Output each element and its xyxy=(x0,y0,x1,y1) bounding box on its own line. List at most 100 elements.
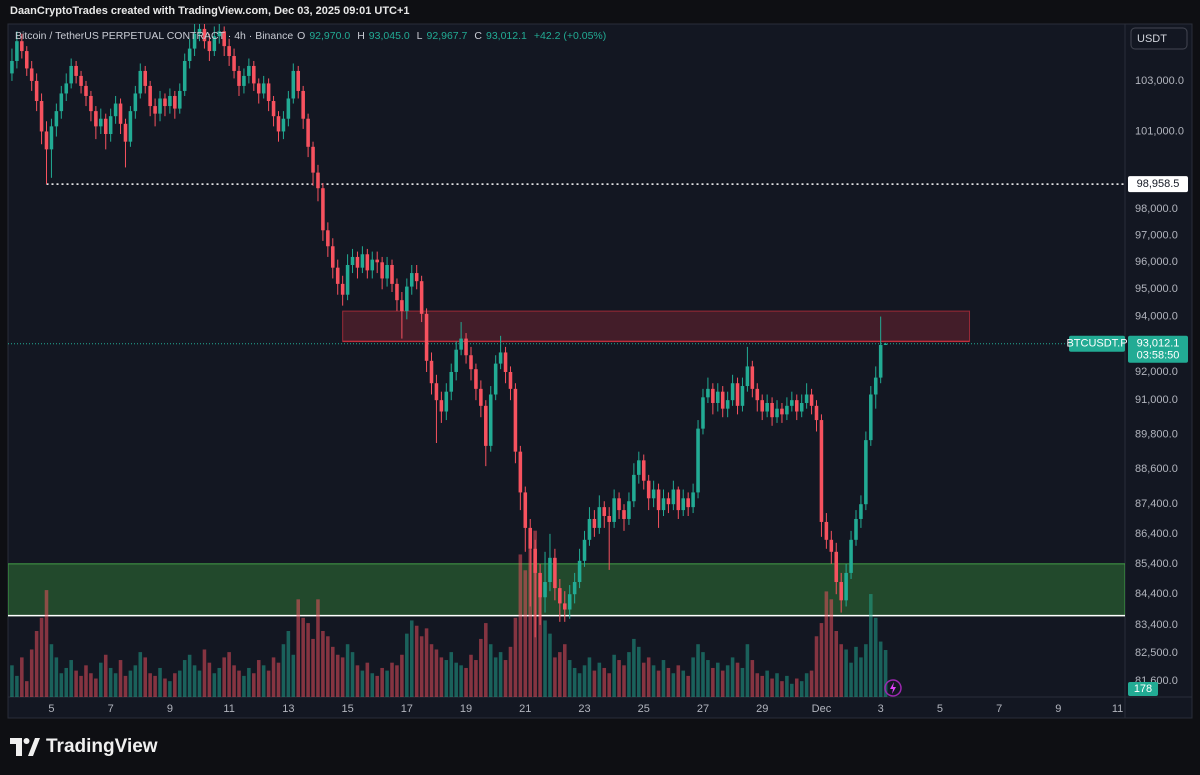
volume-bar xyxy=(449,652,454,697)
volume-bar xyxy=(627,652,631,697)
y-tick-label: 88,600.0 xyxy=(1135,463,1178,475)
brand-name: TradingView xyxy=(46,736,158,757)
candle-body xyxy=(20,41,24,52)
candle-body xyxy=(158,98,162,114)
alert-icon[interactable] xyxy=(884,679,902,697)
candle-body xyxy=(138,70,143,94)
candle-body xyxy=(745,366,750,387)
candle-body xyxy=(528,527,532,549)
volume-bar xyxy=(548,633,552,697)
volume-bar xyxy=(370,673,375,697)
volume-bar xyxy=(859,657,863,697)
volume-bar xyxy=(829,599,834,697)
candle-body xyxy=(331,246,335,268)
candle-body xyxy=(878,344,883,378)
volume-bar xyxy=(143,657,147,697)
legend: Bitcoin / TetherUS PERPETUAL CONTRACT · … xyxy=(15,30,609,42)
volume-bar xyxy=(395,665,399,697)
candle-body xyxy=(464,338,468,356)
volume-bar xyxy=(701,652,705,697)
volume-bar xyxy=(94,678,98,697)
candle-body xyxy=(641,460,646,481)
volume-bar xyxy=(567,660,572,697)
volume-bar xyxy=(543,620,547,697)
candle-body xyxy=(706,388,710,398)
candle-body xyxy=(15,41,19,61)
candle-body xyxy=(691,492,695,508)
volume-bar xyxy=(819,623,824,697)
candle-body xyxy=(207,41,212,52)
candle-body xyxy=(202,28,207,42)
candle-body xyxy=(755,388,760,401)
volume-bar xyxy=(725,665,730,697)
candle-body xyxy=(651,489,656,499)
candle-body xyxy=(429,360,434,384)
candle-body xyxy=(212,36,217,52)
volume-bar xyxy=(148,673,152,697)
x-tick-label: 11 xyxy=(1112,703,1123,715)
volume-bar xyxy=(834,631,839,697)
volume-bar xyxy=(291,654,296,697)
candle-body xyxy=(730,383,735,401)
volume-bar xyxy=(587,657,592,697)
volume-bar xyxy=(676,665,681,697)
volume-bar xyxy=(498,652,503,697)
candle-body xyxy=(819,420,824,522)
volume-bar xyxy=(750,660,755,697)
legend-key: O xyxy=(297,30,306,42)
candle-body xyxy=(725,400,730,409)
y-tick-label: 97,000.0 xyxy=(1135,230,1178,242)
candle-body xyxy=(266,83,271,102)
volume-bar xyxy=(538,596,542,697)
volume-bar xyxy=(380,667,384,697)
candle-body xyxy=(656,489,661,511)
candle-body xyxy=(859,504,863,519)
volume-bar xyxy=(602,667,607,697)
candle-body xyxy=(612,498,616,522)
volume-bar xyxy=(696,644,700,697)
candle-body xyxy=(291,70,296,99)
candle-body xyxy=(69,65,73,84)
x-tick-label: 13 xyxy=(282,703,294,715)
volume-bar xyxy=(316,599,320,697)
candle-body xyxy=(434,383,439,401)
candle-body xyxy=(217,31,222,37)
volume-bar xyxy=(276,662,281,697)
x-tick-label: 25 xyxy=(638,703,650,715)
volume-bar xyxy=(128,670,133,697)
x-tick-label: Dec xyxy=(812,703,832,715)
candle-body xyxy=(400,300,404,312)
volume-bar xyxy=(118,660,123,697)
candle-body xyxy=(419,281,424,314)
y-tick-label: 85,400.0 xyxy=(1135,558,1178,570)
candle-body xyxy=(34,80,39,102)
candle-body xyxy=(148,85,152,107)
volume-bar xyxy=(138,652,143,697)
candle-body xyxy=(242,75,246,86)
candle-body xyxy=(883,343,888,345)
currency[interactable]: USDT xyxy=(1137,33,1167,45)
candle-body xyxy=(661,498,666,511)
price-tag-label: 93,012.1 xyxy=(1137,338,1180,350)
candle-body xyxy=(89,95,93,112)
candle-body xyxy=(696,428,700,493)
candle-body xyxy=(276,116,281,132)
candle-body xyxy=(622,510,626,519)
candle-body xyxy=(484,405,488,446)
volume-bar xyxy=(656,670,661,697)
volume-bar xyxy=(592,670,597,697)
volume-bar xyxy=(400,654,404,697)
candle-body xyxy=(716,391,720,403)
currency-button[interactable] xyxy=(1130,27,1188,50)
candle-body xyxy=(301,90,305,119)
candle-body xyxy=(409,273,414,287)
candle-body xyxy=(360,254,365,268)
volume-bar xyxy=(385,670,389,697)
candle-body xyxy=(829,539,834,552)
y-tick-label: 91,000.0 xyxy=(1135,394,1178,406)
candle-body xyxy=(316,172,320,189)
candle-body xyxy=(153,106,157,114)
volume-bar xyxy=(809,670,814,697)
volume-bar xyxy=(716,662,720,697)
candle-body xyxy=(405,286,409,312)
